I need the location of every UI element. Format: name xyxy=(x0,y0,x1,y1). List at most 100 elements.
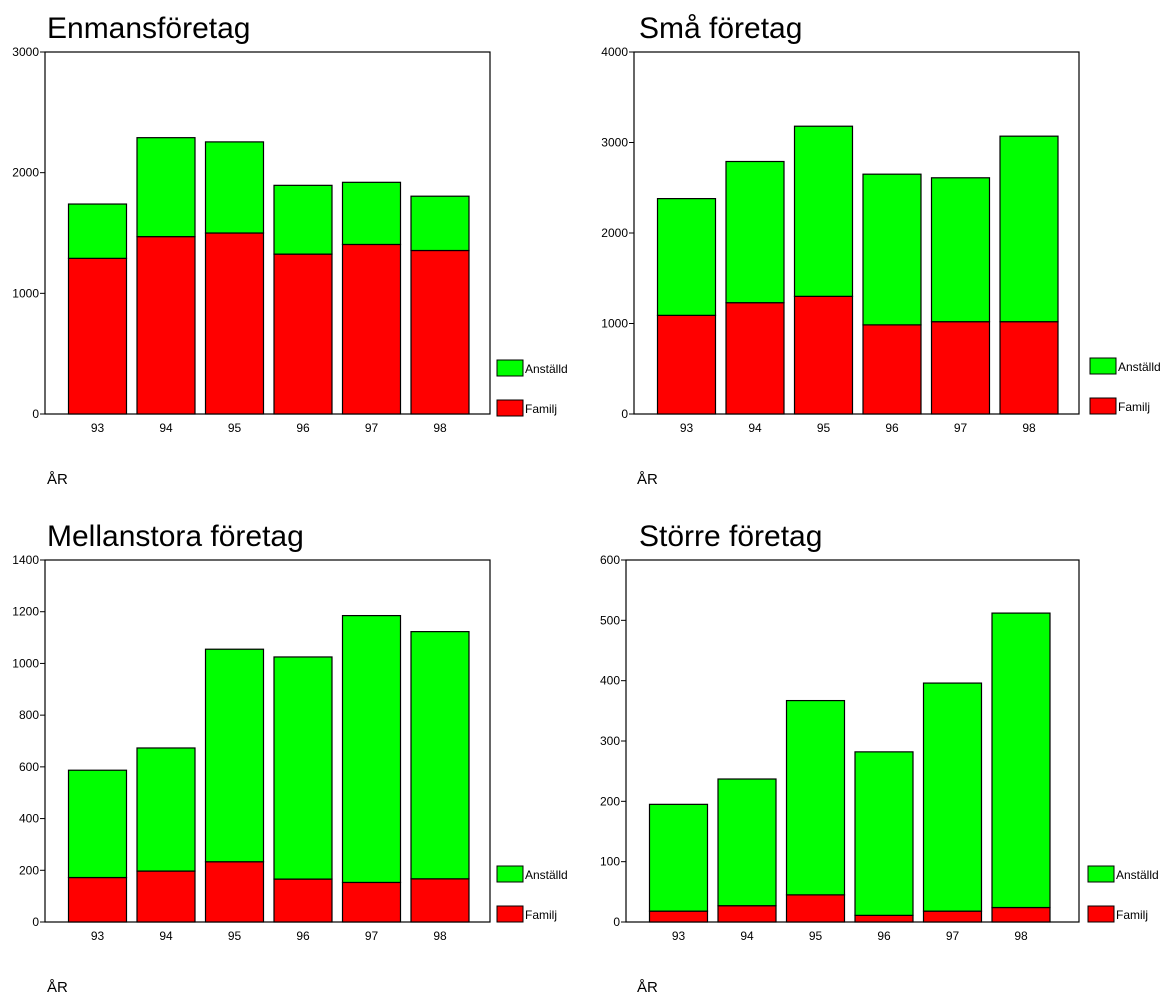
legend-label: Familj xyxy=(1118,400,1150,414)
x-tick-label: 98 xyxy=(433,929,447,943)
bar-familj-95 xyxy=(204,861,265,923)
bar-anstalld-94 xyxy=(136,747,196,872)
y-tick-label: 1000 xyxy=(12,286,39,300)
bar-anstalld-96 xyxy=(273,184,333,255)
x-axis-label: ÅR xyxy=(47,471,68,488)
legend-swatch xyxy=(496,359,524,377)
bar-familj-93 xyxy=(656,314,717,415)
bar-familj-93 xyxy=(648,910,709,923)
x-tick-label: 94 xyxy=(748,421,762,435)
y-tick-label: 200 xyxy=(600,794,620,808)
legend-swatch xyxy=(1087,865,1115,883)
y-tick-label: 2000 xyxy=(12,166,39,180)
y-tick-label: 500 xyxy=(600,613,620,627)
bar-anstalld-93 xyxy=(656,198,717,316)
legend-swatch xyxy=(496,865,524,883)
bar-anstalld-94 xyxy=(725,160,785,304)
legend-label: Familj xyxy=(525,402,557,416)
bar-anstalld-93 xyxy=(67,203,128,259)
chart-title: Enmansföretag xyxy=(47,12,250,45)
bar-familj-97 xyxy=(341,243,402,415)
x-tick-label: 97 xyxy=(365,421,379,435)
legend-label: Anställd xyxy=(1116,868,1159,882)
bar-familj-94 xyxy=(136,236,196,415)
bar-familj-97 xyxy=(341,881,402,923)
bar-anstalld-98 xyxy=(991,612,1051,909)
x-tick-label: 98 xyxy=(1022,421,1036,435)
bar-familj-98 xyxy=(999,321,1059,415)
y-tick-label: 1000 xyxy=(601,317,628,331)
legend-label: Familj xyxy=(525,908,557,922)
chart-panel-3: Mellanstora företag 0 200 400 600 800 1000 1200… xyxy=(12,520,567,994)
x-axis-label: ÅR xyxy=(47,979,68,994)
x-tick-label: 93 xyxy=(672,929,686,943)
bar-familj-93 xyxy=(67,876,128,923)
bar-anstalld-96 xyxy=(854,751,914,916)
bar-familj-93 xyxy=(67,257,128,415)
bar-anstalld-95 xyxy=(793,125,854,297)
bar-anstalld-96 xyxy=(273,656,333,880)
x-tick-label: 93 xyxy=(91,929,105,943)
y-tick-label: 0 xyxy=(32,407,39,421)
y-tick-label: 0 xyxy=(32,915,39,929)
chart-title: Mellanstora företag xyxy=(47,520,304,553)
y-tick-label: 1000 xyxy=(12,656,39,670)
x-tick-label: 96 xyxy=(877,929,891,943)
y-tick-label: 600 xyxy=(19,760,39,774)
legend-label: Anställd xyxy=(525,868,568,882)
x-tick-label: 93 xyxy=(680,421,694,435)
legend-swatch xyxy=(1089,357,1117,375)
chart-title: Större företag xyxy=(639,520,822,553)
x-tick-label: 97 xyxy=(365,929,379,943)
x-tick-label: 95 xyxy=(817,421,831,435)
bar-anstalld-97 xyxy=(922,682,983,912)
legend-swatch xyxy=(1087,905,1115,923)
bar-anstalld-97 xyxy=(341,614,402,884)
y-tick-label: 1200 xyxy=(12,605,39,619)
bar-familj-98 xyxy=(410,878,470,923)
y-tick-label: 400 xyxy=(600,674,620,688)
bar-familj-96 xyxy=(862,324,922,415)
legend-swatch xyxy=(1089,397,1117,415)
x-tick-label: 94 xyxy=(740,929,754,943)
bar-anstalld-98 xyxy=(410,631,470,880)
bar-anstalld-95 xyxy=(204,141,265,234)
bar-familj-97 xyxy=(930,321,991,415)
y-tick-label: 400 xyxy=(19,812,39,826)
x-tick-label: 96 xyxy=(296,929,310,943)
chart-panel-1: Enmansföretag 0 1000 2000 3000 93 94 95 96 97 98 An… xyxy=(12,12,567,488)
chart-panel-4: Större företag 0 100 200 300 400 500 600 93 94 95 9… xyxy=(600,520,1159,994)
bar-familj-98 xyxy=(991,906,1051,923)
x-tick-label: 94 xyxy=(159,929,173,943)
legend-label: Familj xyxy=(1116,908,1148,922)
y-tick-label: 1400 xyxy=(12,553,39,567)
x-axis-label: ÅR xyxy=(637,979,658,994)
x-tick-label: 97 xyxy=(946,929,960,943)
bar-anstalld-98 xyxy=(410,195,470,252)
bar-familj-94 xyxy=(725,302,785,415)
chart-panel-2: Små företag 0 1000 2000 3000 4000 93 94 95 96 97 98… xyxy=(601,12,1160,488)
plot-frame xyxy=(44,559,491,923)
x-tick-label: 96 xyxy=(296,421,310,435)
bar-familj-97 xyxy=(922,910,983,923)
legend-label: Anställd xyxy=(525,362,568,376)
bar-anstalld-97 xyxy=(341,181,402,246)
bar-familj-96 xyxy=(273,878,333,923)
bar-familj-95 xyxy=(793,295,854,415)
legend-label: Anställd xyxy=(1118,360,1161,374)
x-tick-label: 95 xyxy=(228,421,242,435)
y-tick-label: 2000 xyxy=(601,226,628,240)
bar-familj-96 xyxy=(854,914,914,923)
x-tick-label: 95 xyxy=(228,929,242,943)
bar-anstalld-98 xyxy=(999,135,1059,323)
bar-familj-95 xyxy=(204,232,265,415)
y-tick-label: 300 xyxy=(600,734,620,748)
bar-anstalld-93 xyxy=(67,769,128,879)
bar-familj-95 xyxy=(785,894,846,923)
bar-anstalld-96 xyxy=(862,173,922,326)
y-tick-label: 600 xyxy=(600,553,620,567)
bar-anstalld-94 xyxy=(717,778,777,907)
y-tick-label: 3000 xyxy=(12,45,39,59)
plot-frame xyxy=(44,51,491,415)
x-tick-label: 96 xyxy=(885,421,899,435)
